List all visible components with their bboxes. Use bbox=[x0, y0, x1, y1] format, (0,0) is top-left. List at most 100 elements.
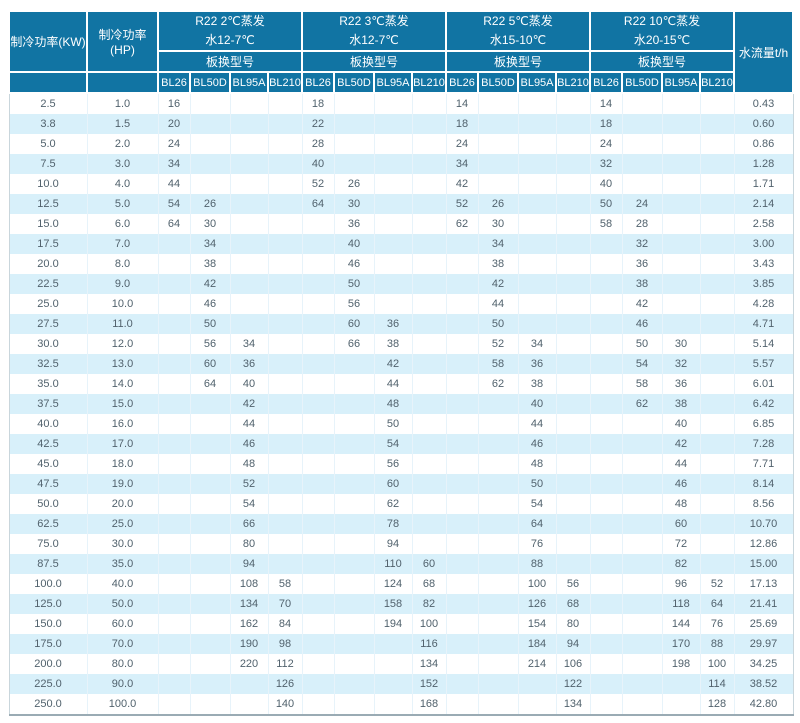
header-group-r22-2c: R22 2℃蒸发 水12-7℃ bbox=[157, 10, 303, 52]
cell bbox=[302, 314, 335, 334]
cell: 15.0 bbox=[87, 394, 159, 414]
cell bbox=[268, 354, 303, 374]
table-row: 150.0 60.0 162 84 194 100 154 80 144 76 25.69 bbox=[8, 614, 794, 634]
cell bbox=[190, 674, 231, 694]
cell bbox=[412, 354, 447, 374]
cell bbox=[478, 534, 519, 554]
cell: 152 bbox=[412, 674, 447, 694]
cell: 128 bbox=[700, 694, 735, 716]
cell: 168 bbox=[412, 694, 447, 716]
cell bbox=[302, 474, 335, 494]
header-model-bl50d: BL50D bbox=[621, 71, 663, 94]
cell bbox=[556, 514, 591, 534]
cell bbox=[268, 194, 303, 214]
cell: 52 bbox=[446, 194, 479, 214]
cell bbox=[158, 294, 191, 314]
cell: 15.0 bbox=[8, 214, 88, 234]
cell: 26 bbox=[478, 194, 519, 214]
cell: 16 bbox=[158, 93, 191, 114]
cell: 24 bbox=[590, 134, 623, 154]
cell: 25.0 bbox=[8, 294, 88, 314]
table-row: 27.5 11.0 50 60 36 50 46 4.71 bbox=[8, 314, 794, 334]
cell bbox=[478, 434, 519, 454]
cell: 110 bbox=[374, 554, 413, 574]
cell bbox=[158, 494, 191, 514]
cell: 42 bbox=[622, 294, 663, 314]
cell: 26 bbox=[334, 174, 375, 194]
cell: 54 bbox=[158, 194, 191, 214]
cell bbox=[158, 574, 191, 594]
cell bbox=[230, 194, 269, 214]
cell bbox=[590, 674, 623, 694]
cell: 78 bbox=[374, 514, 413, 534]
cell bbox=[334, 534, 375, 554]
cell: 80 bbox=[230, 534, 269, 554]
cell: 45.0 bbox=[8, 454, 88, 474]
group-title-line1: R22 2℃蒸发 bbox=[195, 14, 265, 28]
cell: 46 bbox=[622, 314, 663, 334]
cell bbox=[158, 334, 191, 354]
cell bbox=[446, 314, 479, 334]
cell: 5.0 bbox=[8, 134, 88, 154]
cell bbox=[478, 654, 519, 674]
table-row: 42.5 17.0 46 54 46 42 7.28 bbox=[8, 434, 794, 454]
cell bbox=[190, 554, 231, 574]
cell: 50 bbox=[518, 474, 557, 494]
cell: 90.0 bbox=[87, 674, 159, 694]
cell bbox=[230, 174, 269, 194]
cell: 60.0 bbox=[87, 614, 159, 634]
cell bbox=[700, 194, 735, 214]
cell bbox=[268, 214, 303, 234]
cell bbox=[662, 674, 701, 694]
cell: 2.0 bbox=[87, 134, 159, 154]
cell: 40 bbox=[662, 414, 701, 434]
cell: 48 bbox=[518, 454, 557, 474]
cell: 158 bbox=[374, 594, 413, 614]
table-row: 5.0 2.0 24 28 24 24 0.86 bbox=[8, 134, 794, 154]
cell bbox=[302, 494, 335, 514]
cell bbox=[518, 314, 557, 334]
cell: 54 bbox=[230, 494, 269, 514]
cell bbox=[268, 274, 303, 294]
cell bbox=[158, 254, 191, 274]
cell: 72 bbox=[662, 534, 701, 554]
header-model-label: 板换型号 bbox=[301, 50, 447, 73]
cell bbox=[412, 514, 447, 534]
cell: 60 bbox=[662, 514, 701, 534]
cell bbox=[334, 674, 375, 694]
cell bbox=[622, 474, 663, 494]
cell bbox=[302, 214, 335, 234]
cell bbox=[412, 234, 447, 254]
cell bbox=[622, 534, 663, 554]
group-title-line1: R22 5℃蒸发 bbox=[483, 14, 553, 28]
table-header: 制冷功率(KW) 制冷功率(HP) R22 2℃蒸发 水12-7℃ R22 3℃… bbox=[8, 10, 794, 94]
cell bbox=[446, 414, 479, 434]
cell bbox=[700, 394, 735, 414]
cell bbox=[334, 474, 375, 494]
cell bbox=[302, 694, 335, 716]
header-model-bl50d: BL50D bbox=[189, 71, 231, 94]
cell: 75.0 bbox=[8, 534, 88, 554]
cell: 80.0 bbox=[87, 654, 159, 674]
cell bbox=[268, 434, 303, 454]
cell bbox=[334, 154, 375, 174]
cell: 40 bbox=[334, 234, 375, 254]
cell: 58 bbox=[478, 354, 519, 374]
cell: 134 bbox=[230, 594, 269, 614]
cell bbox=[446, 554, 479, 574]
cell: 24 bbox=[158, 134, 191, 154]
cell bbox=[412, 294, 447, 314]
cell bbox=[556, 434, 591, 454]
cell: 126 bbox=[518, 594, 557, 614]
header-model-label: 板换型号 bbox=[589, 50, 735, 73]
cell bbox=[268, 414, 303, 434]
cell: 125.0 bbox=[8, 594, 88, 614]
cell: 17.0 bbox=[87, 434, 159, 454]
cell bbox=[374, 234, 413, 254]
cell bbox=[268, 294, 303, 314]
cell: 14 bbox=[446, 93, 479, 114]
cell bbox=[190, 154, 231, 174]
cell: 56 bbox=[374, 454, 413, 474]
cell bbox=[446, 474, 479, 494]
cell: 68 bbox=[412, 574, 447, 594]
